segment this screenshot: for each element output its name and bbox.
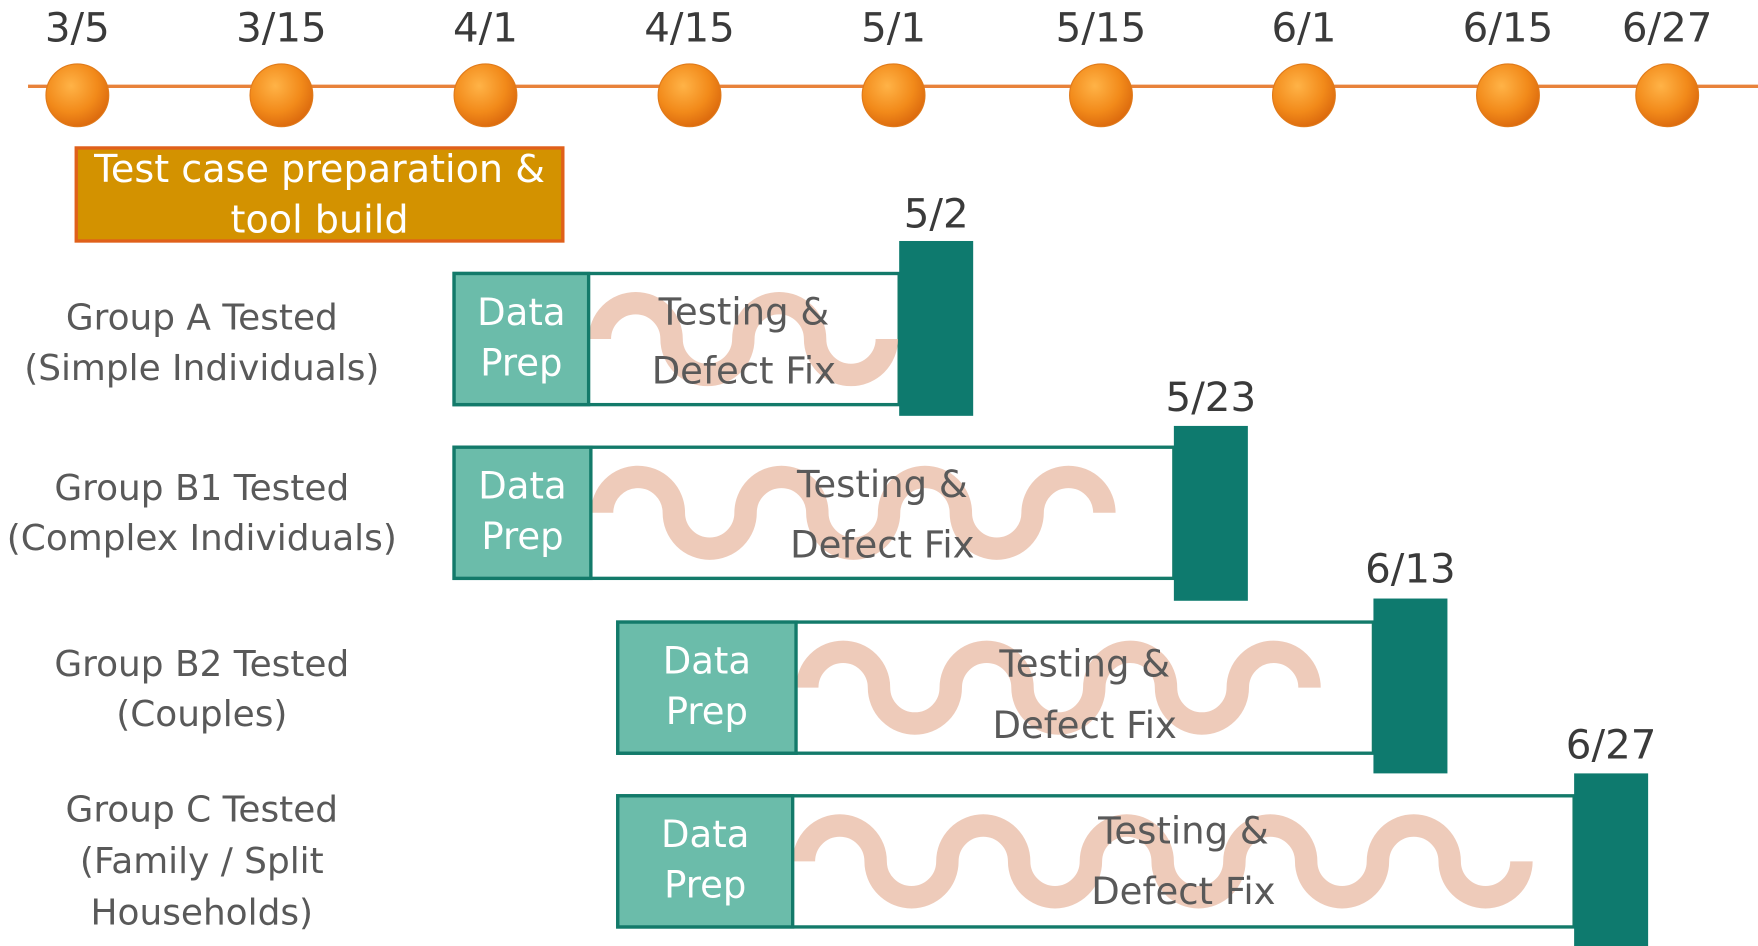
testing-text: Defect Fix: [652, 350, 836, 393]
group-label: Group A Tested: [66, 297, 338, 338]
data-prep-box: [616, 794, 795, 929]
timeline-date: 3/5: [45, 4, 110, 51]
data-prep-box: [452, 271, 591, 407]
milestone-bar: [1373, 598, 1448, 774]
data-prep-text: Data: [477, 291, 565, 334]
group-label: Households): [91, 893, 313, 934]
timeline-dot: [453, 63, 518, 128]
data-prep-text: Prep: [664, 864, 746, 907]
timeline-date: 4/15: [644, 4, 735, 51]
testing-text: Testing &: [1097, 809, 1269, 852]
group-label: (Family / Split: [80, 841, 324, 882]
testing-text: Defect Fix: [790, 523, 974, 566]
cycle-arrows: [590, 465, 1116, 560]
cycle-arrows: [792, 814, 1533, 909]
end-date: 6/13: [1365, 546, 1456, 593]
timeline-date: 5/15: [1056, 4, 1147, 51]
testing-text: Testing &: [658, 290, 830, 333]
milestone-bar: [899, 240, 974, 416]
timeline-date: 6/1: [1271, 4, 1336, 51]
data-prep-text: Data: [663, 639, 751, 682]
testing-text: Testing &: [796, 463, 968, 506]
prep-task-text: tool build: [231, 197, 409, 241]
milestone-bar: [1173, 425, 1248, 601]
testing-text: Defect Fix: [1091, 870, 1275, 913]
data-prep-text: Data: [478, 465, 566, 508]
group-label: (Simple Individuals): [24, 348, 379, 389]
end-date: 6/27: [1566, 722, 1657, 769]
group-label: (Complex Individuals): [7, 518, 397, 559]
data-prep-box: [616, 620, 798, 755]
timeline-date: 6/27: [1622, 4, 1713, 51]
milestone-bar: [1574, 773, 1649, 946]
testing-text: Testing &: [998, 642, 1170, 685]
timeline-date: 5/1: [861, 4, 926, 51]
group-label: Group C Tested: [66, 790, 338, 831]
timeline-dot: [1069, 63, 1133, 128]
timeline-dot: [1635, 63, 1700, 128]
testing-text: Defect Fix: [993, 704, 1177, 747]
data-prep-text: Prep: [666, 690, 748, 733]
data-prep-text: Prep: [480, 341, 562, 384]
timeline-dot: [1476, 63, 1540, 128]
timeline-date: 4/1: [453, 4, 518, 51]
end-date: 5/2: [904, 190, 969, 237]
data-prep-box: [452, 445, 593, 581]
timeline-dot: [657, 63, 722, 128]
prep-task-text: Test case preparation &: [93, 147, 545, 191]
group-label: Group B2 Tested: [54, 644, 349, 685]
timeline-dot: [45, 63, 110, 128]
timeline-dot: [1271, 63, 1336, 128]
cycle-arrows: [588, 292, 899, 387]
data-prep-text: Prep: [481, 515, 563, 558]
group-label: Group B1 Tested: [54, 468, 349, 509]
data-prep-text: Data: [661, 813, 749, 856]
timeline-dot: [861, 63, 926, 128]
prep-task-box: [74, 146, 565, 243]
timeline-date: 3/15: [236, 4, 327, 51]
timeline-dot: [249, 63, 314, 128]
group-label: (Couples): [116, 694, 287, 735]
cycle-arrows: [796, 640, 1321, 735]
timeline-date: 6/15: [1463, 4, 1554, 51]
end-date: 5/23: [1166, 374, 1257, 421]
